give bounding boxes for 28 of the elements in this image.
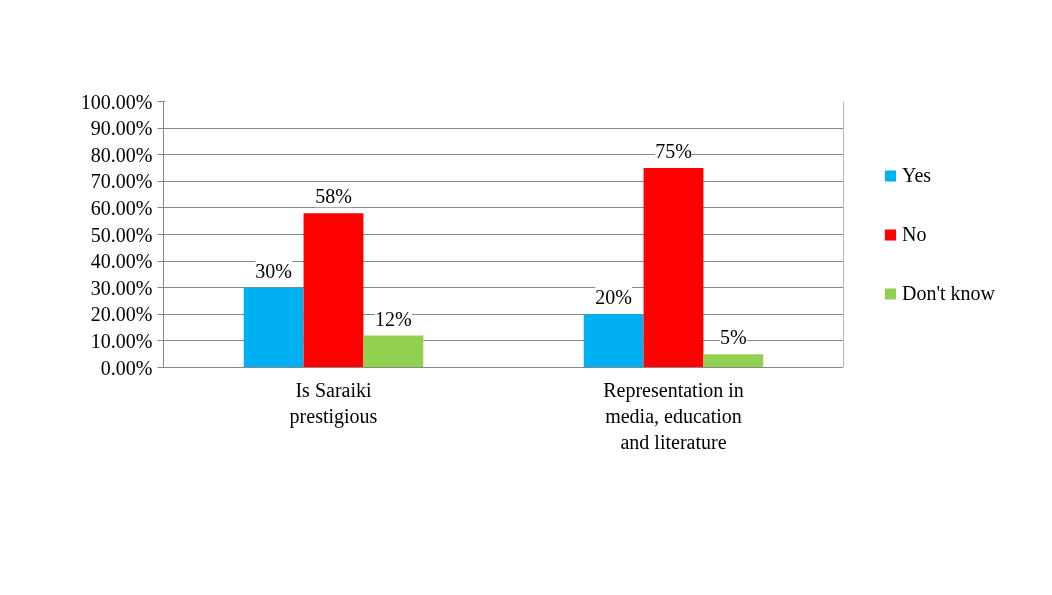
- y-tick-label: 70.00%: [90, 170, 153, 193]
- bar: [303, 213, 364, 368]
- y-tick-label: 0.00%: [100, 356, 153, 379]
- data-label: 12%: [375, 307, 412, 330]
- bar: [703, 354, 764, 368]
- data-label: 30%: [255, 259, 292, 282]
- data-label: 58%: [315, 185, 352, 208]
- data-label: 75%: [655, 140, 692, 162]
- y-tick-label: 90.00%: [90, 117, 153, 140]
- data-label: 20%: [595, 286, 632, 309]
- y-tick-label: 100.00%: [80, 90, 153, 113]
- y-tick-label: 30.00%: [90, 276, 153, 299]
- bar: [363, 335, 424, 368]
- legend-label: Don't know: [902, 281, 996, 305]
- bar: [643, 168, 704, 368]
- legend-label: Yes: [902, 163, 932, 187]
- x-tick-label: Is Saraiki prestigious: [289, 378, 378, 428]
- data-label: 5%: [720, 326, 747, 349]
- y-tick-label: 80.00%: [90, 143, 153, 166]
- y-tick-label: 20.00%: [90, 303, 153, 326]
- y-tick-label: 50.00%: [90, 223, 153, 246]
- bar: [583, 314, 644, 368]
- bar: [243, 287, 304, 368]
- x-tick-label: Representation in media, education and literature: [603, 378, 744, 454]
- y-tick-label: 60.00%: [90, 196, 153, 219]
- y-tick-label: 40.00%: [90, 250, 153, 273]
- y-tick-label: 10.00%: [90, 329, 153, 352]
- legend-label: No: [902, 222, 927, 246]
